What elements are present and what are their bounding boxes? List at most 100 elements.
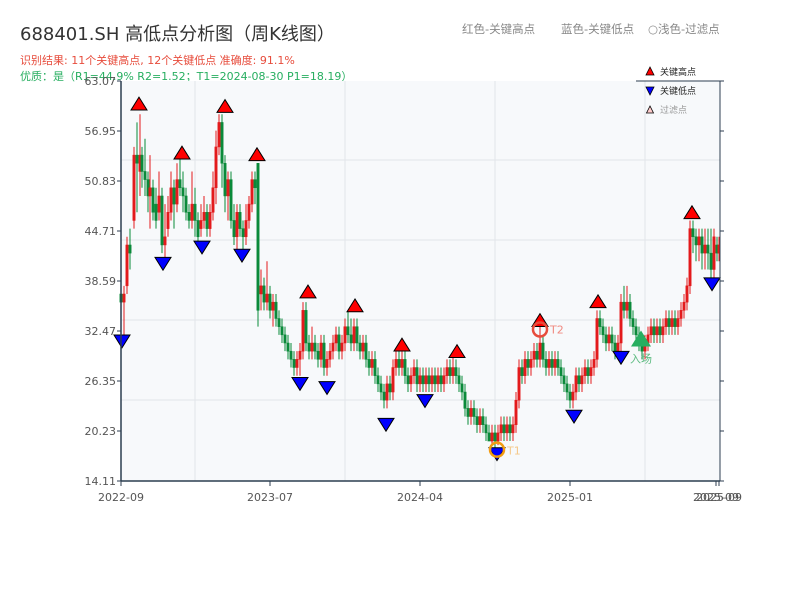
t1-circle — [488, 441, 506, 458]
candle-body — [355, 326, 359, 344]
candle-body — [253, 179, 257, 189]
candle-body — [316, 350, 320, 360]
candle-body — [454, 367, 458, 376]
t2-circle — [531, 321, 549, 338]
candle-body — [343, 326, 347, 344]
candle-body — [445, 367, 449, 376]
key-high-marker — [589, 293, 607, 309]
candle-body — [319, 342, 323, 360]
candle-body — [652, 326, 656, 336]
key-high-marker — [393, 337, 411, 352]
key-high-marker — [448, 343, 466, 359]
candle-body — [226, 179, 230, 197]
candle-body — [448, 367, 452, 376]
candle-body — [649, 326, 653, 336]
candle-body — [163, 236, 167, 246]
key-low-marker — [291, 377, 309, 392]
candle-body — [691, 228, 695, 238]
candle-body — [523, 359, 527, 376]
key-low-marker — [113, 334, 131, 349]
candle-body — [166, 212, 170, 229]
candle-body — [556, 359, 560, 368]
candle-body — [487, 432, 491, 442]
y-tick-label: 44.71 — [85, 225, 117, 238]
candle-body — [559, 367, 563, 376]
candle-body — [268, 293, 272, 311]
top-legend-light: ○浅色-过滤点 — [648, 22, 720, 36]
candle-body — [400, 359, 404, 368]
y-tick-label: 56.95 — [85, 125, 117, 138]
candle-body — [259, 285, 263, 295]
candle-body — [544, 359, 548, 368]
candle-body — [370, 359, 374, 368]
candle-body — [475, 416, 479, 425]
key-low-marker — [233, 248, 251, 263]
candle-body — [178, 179, 182, 189]
candle-body — [409, 375, 413, 385]
candle-body — [199, 220, 203, 229]
entry-triangle — [631, 330, 651, 347]
candle-body — [664, 318, 668, 327]
candle-body — [589, 367, 593, 376]
quality-summary: 优质：是（R1=44.9% R2=1.52；T1=2024-08-30 P1=1… — [20, 70, 353, 83]
y-tick-label: 38.59 — [85, 275, 117, 288]
key-point-markers — [113, 96, 721, 462]
candle-body — [496, 432, 500, 442]
candle-body — [583, 367, 587, 376]
candle-body — [235, 212, 239, 238]
key-high-marker — [248, 146, 266, 162]
t2-label: T2 — [549, 323, 564, 336]
candle-body — [169, 187, 173, 213]
candle-body — [508, 424, 512, 434]
candle-body — [310, 342, 314, 352]
candle-body — [403, 359, 407, 376]
candle-body — [181, 187, 185, 197]
candle-body — [613, 342, 617, 352]
candle-body — [352, 326, 356, 344]
candle-body — [280, 326, 284, 336]
candle-body — [553, 359, 557, 368]
candle-body — [706, 244, 710, 254]
legend-label: 关键高点 — [660, 66, 696, 78]
legend-label: 过滤点 — [660, 104, 687, 116]
candle-body — [430, 375, 434, 385]
candle-body — [151, 187, 155, 213]
axes: 14.11 20.23 26.35 32.47 38.59 44.71 50.83 56.95… — [85, 75, 742, 504]
candle-body — [625, 301, 629, 311]
candle-body — [232, 220, 236, 238]
candle-body — [286, 342, 290, 352]
candle-body — [673, 318, 677, 327]
candle-body — [379, 383, 383, 393]
candle-body — [595, 318, 599, 360]
key-low-marker — [416, 394, 434, 409]
candle-body — [187, 212, 191, 221]
candle-body — [460, 383, 464, 393]
candle-body — [667, 318, 671, 327]
candle-body — [229, 179, 233, 221]
candle-body — [391, 367, 395, 393]
candle-body — [634, 326, 638, 336]
candle-body — [514, 399, 518, 425]
candle-body — [697, 236, 701, 246]
candle-body — [122, 293, 126, 303]
result-summary: 识别结果: 11个关键高点, 12个关键低点 准确度: 91.1% — [20, 54, 295, 67]
top-legend-blue: 蓝色-关键低点 — [561, 22, 635, 36]
x-tick-label: 2025-09 — [696, 491, 742, 504]
key-high-marker — [346, 298, 364, 313]
candle-body — [655, 326, 659, 336]
candle-body — [135, 154, 139, 164]
candle-body — [520, 367, 524, 376]
candle-body — [469, 408, 473, 417]
candle-body — [143, 171, 147, 180]
candle-body — [631, 318, 635, 327]
candle-body — [712, 236, 716, 270]
candle-body — [340, 342, 344, 352]
key-low-marker — [612, 350, 630, 366]
candle-body — [364, 342, 368, 360]
x-tick-label: 2022-09 — [98, 491, 144, 504]
key-low-marker — [377, 417, 395, 433]
y-tick-label: 32.47 — [85, 325, 117, 338]
candle-body — [505, 424, 509, 434]
y-tick-label: 50.83 — [85, 175, 117, 188]
